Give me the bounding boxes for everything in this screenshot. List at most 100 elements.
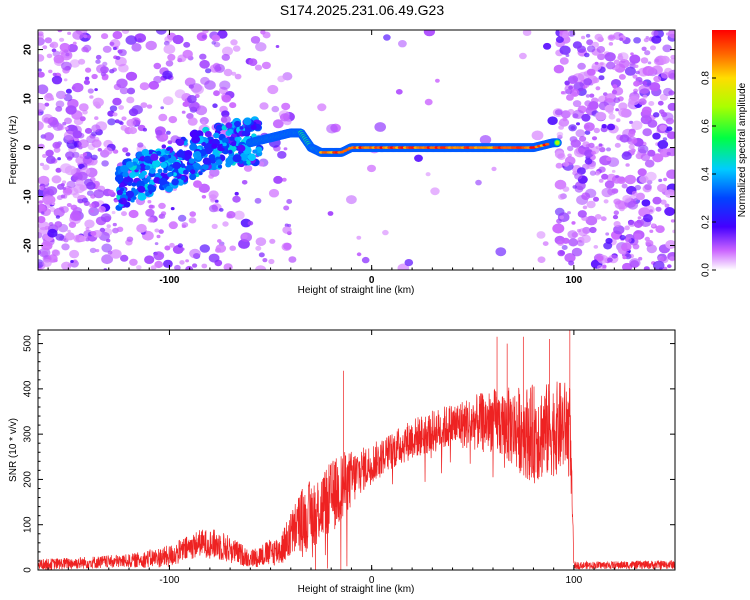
heatmap-cell bbox=[189, 173, 197, 181]
heatmap-cell bbox=[283, 242, 292, 250]
heatmap-cell bbox=[595, 255, 604, 262]
heatmap-cell bbox=[54, 221, 63, 228]
heatmap-cell bbox=[51, 75, 63, 85]
heatmap-cell bbox=[82, 109, 88, 115]
heatmap-cell bbox=[60, 183, 65, 187]
heatmap-cell bbox=[99, 227, 106, 233]
heatmap-cell bbox=[644, 159, 655, 168]
heatmap-cell bbox=[580, 234, 591, 243]
heatmap-cell bbox=[645, 118, 649, 122]
heatmap-cell bbox=[100, 72, 106, 77]
heatmap-cell bbox=[179, 163, 186, 169]
heatmap-y-tick-label: -10 bbox=[23, 189, 34, 204]
heatmap-cell bbox=[327, 211, 334, 216]
heatmap-cell bbox=[65, 52, 70, 57]
heatmap-cell bbox=[213, 90, 220, 97]
heatmap-cell bbox=[67, 138, 74, 144]
heatmap-cell bbox=[404, 259, 414, 267]
heatmap-cell bbox=[247, 153, 256, 161]
heatmap-cell bbox=[221, 53, 230, 61]
heatmap-cell bbox=[42, 259, 52, 267]
heatmap-cell bbox=[47, 228, 58, 238]
heatmap-cell bbox=[89, 203, 95, 209]
heatmap-cell bbox=[568, 260, 574, 266]
heatmap-cell bbox=[120, 254, 129, 262]
heatmap-cell bbox=[647, 82, 652, 86]
heatmap-cell bbox=[495, 247, 507, 257]
heatmap-cell bbox=[101, 160, 109, 167]
heatmap-cell bbox=[131, 182, 137, 187]
heatmap-cell bbox=[660, 199, 667, 205]
heatmap-cell bbox=[160, 172, 165, 177]
heatmap-cell bbox=[545, 142, 550, 146]
heatmap-cell bbox=[608, 113, 616, 120]
heatmap-cell bbox=[158, 214, 164, 219]
heatmap-cell bbox=[531, 130, 544, 141]
heatmap-cell bbox=[593, 245, 599, 249]
heatmap-cell bbox=[672, 229, 675, 234]
heatmap-cell bbox=[162, 70, 173, 80]
heatmap-cell bbox=[567, 145, 574, 152]
heatmap-cell bbox=[557, 153, 566, 161]
heatmap-cell bbox=[70, 204, 78, 211]
heatmap-cell bbox=[601, 173, 609, 180]
heatmap-cell bbox=[586, 45, 596, 53]
heatmap-cell bbox=[613, 198, 621, 205]
heatmap-cell bbox=[577, 45, 586, 53]
heatmap-cell bbox=[589, 226, 597, 234]
heatmap-cell bbox=[193, 180, 202, 188]
heatmap-cell bbox=[591, 136, 598, 141]
heatmap-cell bbox=[414, 154, 423, 162]
heatmap-cell bbox=[383, 34, 391, 41]
heatmap-cell bbox=[250, 36, 261, 44]
heatmap-cell bbox=[41, 113, 54, 124]
heatmap-cell bbox=[147, 216, 155, 223]
heatmap-cell bbox=[84, 76, 90, 81]
heatmap-cell bbox=[98, 206, 106, 213]
heatmap-cell bbox=[121, 30, 130, 34]
heatmap-cell bbox=[182, 101, 190, 107]
heatmap-cell bbox=[652, 153, 664, 163]
heatmap-cell bbox=[646, 244, 657, 254]
heatmap-x-tick-label: 0 bbox=[369, 275, 375, 286]
heatmap-cell bbox=[139, 82, 150, 91]
heatmap-cell bbox=[154, 260, 164, 269]
heatmap-cell bbox=[613, 97, 621, 104]
heatmap-cell bbox=[215, 244, 227, 253]
heatmap-cell bbox=[254, 64, 263, 71]
heatmap-cell bbox=[564, 84, 575, 94]
heatmap-cell bbox=[230, 39, 238, 46]
heatmap-cell bbox=[93, 189, 105, 199]
heatmap-cell bbox=[594, 170, 601, 176]
heatmap-cell bbox=[586, 68, 596, 77]
heatmap-cell bbox=[554, 109, 563, 116]
heatmap-cell bbox=[171, 178, 179, 186]
heatmap-cell bbox=[219, 80, 231, 90]
heatmap-cell bbox=[178, 181, 184, 186]
heatmap-cell bbox=[556, 131, 564, 138]
heatmap-cell bbox=[125, 71, 138, 81]
heatmap-cell bbox=[594, 214, 602, 220]
heatmap-cell bbox=[659, 109, 665, 114]
heatmap-cell bbox=[168, 221, 178, 230]
heatmap-cell bbox=[570, 139, 581, 148]
heatmap-cell bbox=[40, 211, 45, 215]
heatmap-cell bbox=[572, 113, 579, 119]
heatmap-cell bbox=[272, 119, 284, 129]
heatmap-cell bbox=[61, 243, 70, 251]
heatmap-cell bbox=[629, 54, 641, 64]
snr-frame bbox=[37, 329, 676, 571]
colorbar-gradient bbox=[712, 30, 736, 270]
heatmap-cell bbox=[208, 174, 215, 179]
heatmap-cell bbox=[82, 152, 88, 156]
colorbar: 0.0 0.2 0.4 0.6 0.8 Normalized spectral ampl… bbox=[701, 30, 748, 277]
heatmap-cell bbox=[69, 59, 80, 68]
heatmap-cell bbox=[588, 101, 599, 110]
heatmap-cell bbox=[125, 152, 131, 157]
heatmap-cell bbox=[115, 55, 121, 60]
heatmap-cell bbox=[662, 137, 668, 142]
heatmap-cell bbox=[91, 73, 98, 80]
heatmap-cell bbox=[84, 127, 93, 134]
heatmap-cell bbox=[190, 169, 196, 175]
snr-series-line bbox=[38, 330, 675, 570]
